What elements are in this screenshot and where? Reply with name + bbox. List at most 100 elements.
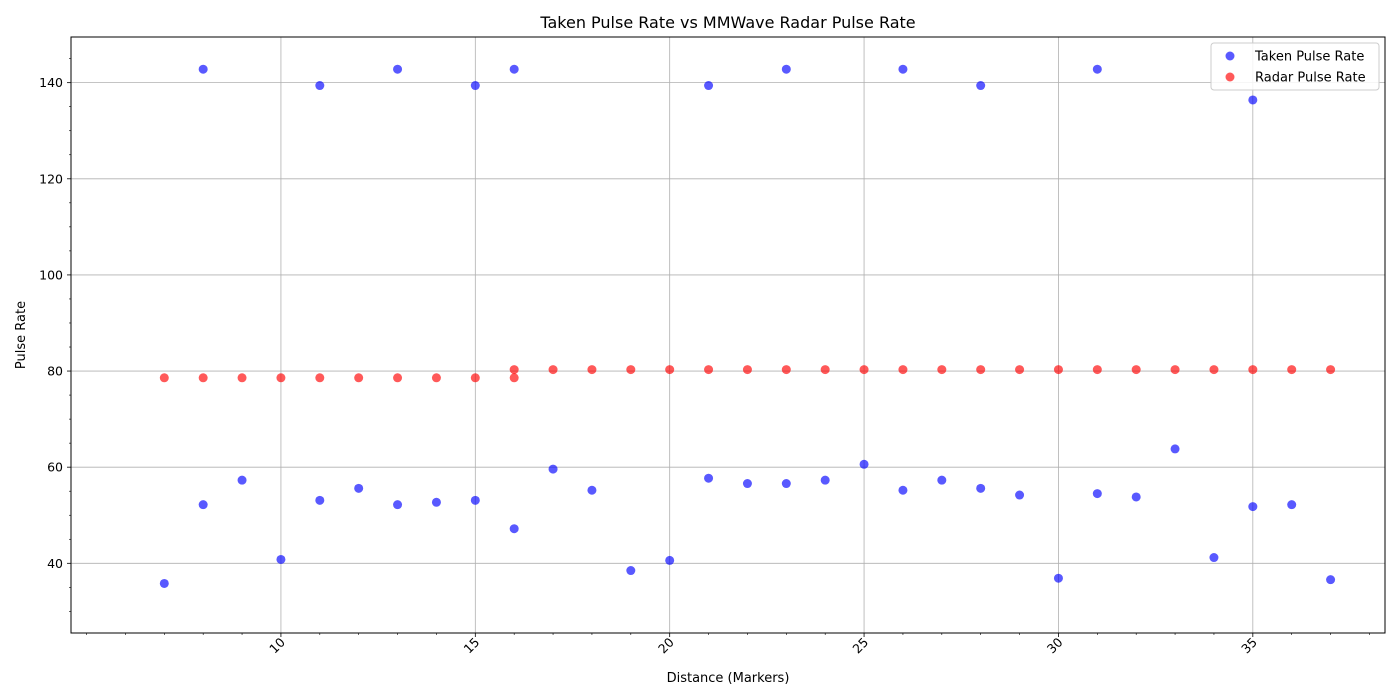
radar-series xyxy=(159,365,1336,383)
y-tick-label: 80 xyxy=(47,364,63,379)
data-point xyxy=(1170,365,1180,375)
data-point xyxy=(820,475,830,485)
data-point xyxy=(781,479,791,489)
legend: Taken Pulse Rate Radar Pulse Rate xyxy=(1210,42,1380,91)
data-point xyxy=(354,373,364,383)
plot-frame xyxy=(70,36,1386,634)
data-point xyxy=(159,578,169,588)
data-point xyxy=(704,365,714,375)
data-point xyxy=(470,373,480,383)
x-tick-label: 15 xyxy=(461,635,483,657)
data-points xyxy=(159,64,1336,588)
data-point xyxy=(509,524,519,534)
data-point xyxy=(626,365,636,375)
chart-title: Taken Pulse Rate vs MMWave Radar Pulse R… xyxy=(539,13,915,32)
data-point xyxy=(587,365,597,375)
data-point xyxy=(315,373,325,383)
data-point xyxy=(898,365,908,375)
y-tick-label: 60 xyxy=(47,460,63,475)
data-point xyxy=(159,373,169,383)
data-point xyxy=(1131,365,1141,375)
data-point xyxy=(470,81,480,91)
data-point xyxy=(1248,365,1258,375)
data-point xyxy=(1131,492,1141,502)
data-point xyxy=(1248,502,1258,512)
data-point xyxy=(393,500,403,510)
legend-label: Taken Pulse Rate xyxy=(1254,50,1364,65)
data-point xyxy=(1015,490,1025,500)
data-point xyxy=(431,497,441,507)
data-point xyxy=(470,495,480,505)
data-point xyxy=(1326,365,1336,375)
y-tick-label: 40 xyxy=(47,556,63,571)
data-point xyxy=(198,373,208,383)
data-point xyxy=(859,459,869,469)
data-point xyxy=(198,64,208,74)
data-point xyxy=(1209,553,1219,563)
data-point xyxy=(704,81,714,91)
data-point xyxy=(1053,573,1063,583)
x-axis-label: Distance (Markers) xyxy=(667,671,790,686)
data-point xyxy=(276,373,286,383)
data-point xyxy=(781,64,791,74)
legend-marker xyxy=(1225,51,1235,61)
data-point xyxy=(937,365,947,375)
x-tick-label: 20 xyxy=(655,634,677,656)
data-point xyxy=(1209,365,1219,375)
data-point xyxy=(665,365,675,375)
data-point xyxy=(1053,365,1063,375)
grid-lines xyxy=(71,37,1385,633)
data-point xyxy=(393,373,403,383)
y-tick-label: 120 xyxy=(39,171,63,186)
y-tick-label: 100 xyxy=(39,267,63,282)
data-point xyxy=(976,81,986,91)
data-point xyxy=(548,365,558,375)
data-point xyxy=(742,365,752,375)
data-point xyxy=(237,475,247,485)
data-point xyxy=(431,373,441,383)
data-point xyxy=(1092,365,1102,375)
legend-box xyxy=(1210,42,1380,91)
data-point xyxy=(898,64,908,74)
x-tick-label: 25 xyxy=(849,635,871,657)
data-point xyxy=(626,566,636,576)
data-point xyxy=(820,365,830,375)
data-point xyxy=(1092,64,1102,74)
data-point xyxy=(548,464,558,474)
data-point xyxy=(898,485,908,495)
taken-series xyxy=(159,64,1336,588)
data-point xyxy=(276,554,286,564)
y-axis-label: Pulse Rate xyxy=(14,301,29,369)
data-point xyxy=(237,373,247,383)
data-point xyxy=(354,483,364,493)
data-point xyxy=(1248,95,1258,105)
legend-label: Radar Pulse Rate xyxy=(1255,71,1366,86)
x-tick-label: 10 xyxy=(266,634,288,656)
y-tick-label: 140 xyxy=(39,75,63,90)
data-point xyxy=(742,479,752,489)
data-point xyxy=(315,81,325,91)
data-point xyxy=(937,475,947,485)
data-point xyxy=(393,64,403,74)
legend-marker xyxy=(1225,72,1235,82)
x-tick-label: 35 xyxy=(1238,635,1260,657)
data-point xyxy=(1287,365,1297,375)
data-point xyxy=(1326,575,1336,585)
data-point xyxy=(1015,365,1025,375)
data-point xyxy=(198,500,208,510)
data-point xyxy=(587,485,597,495)
data-point xyxy=(859,365,869,375)
data-point xyxy=(976,483,986,493)
data-point xyxy=(781,365,791,375)
axis-ticks: 10 15 20 25 30 35 40 60 80 100 120 140 xyxy=(39,58,1370,657)
data-point xyxy=(1170,444,1180,454)
data-point xyxy=(1092,489,1102,499)
data-point xyxy=(704,473,714,483)
data-point xyxy=(1287,500,1297,510)
data-point xyxy=(665,555,675,565)
x-tick-label: 30 xyxy=(1044,634,1066,656)
data-point xyxy=(976,365,986,375)
data-point xyxy=(509,365,519,375)
data-point xyxy=(509,373,519,383)
